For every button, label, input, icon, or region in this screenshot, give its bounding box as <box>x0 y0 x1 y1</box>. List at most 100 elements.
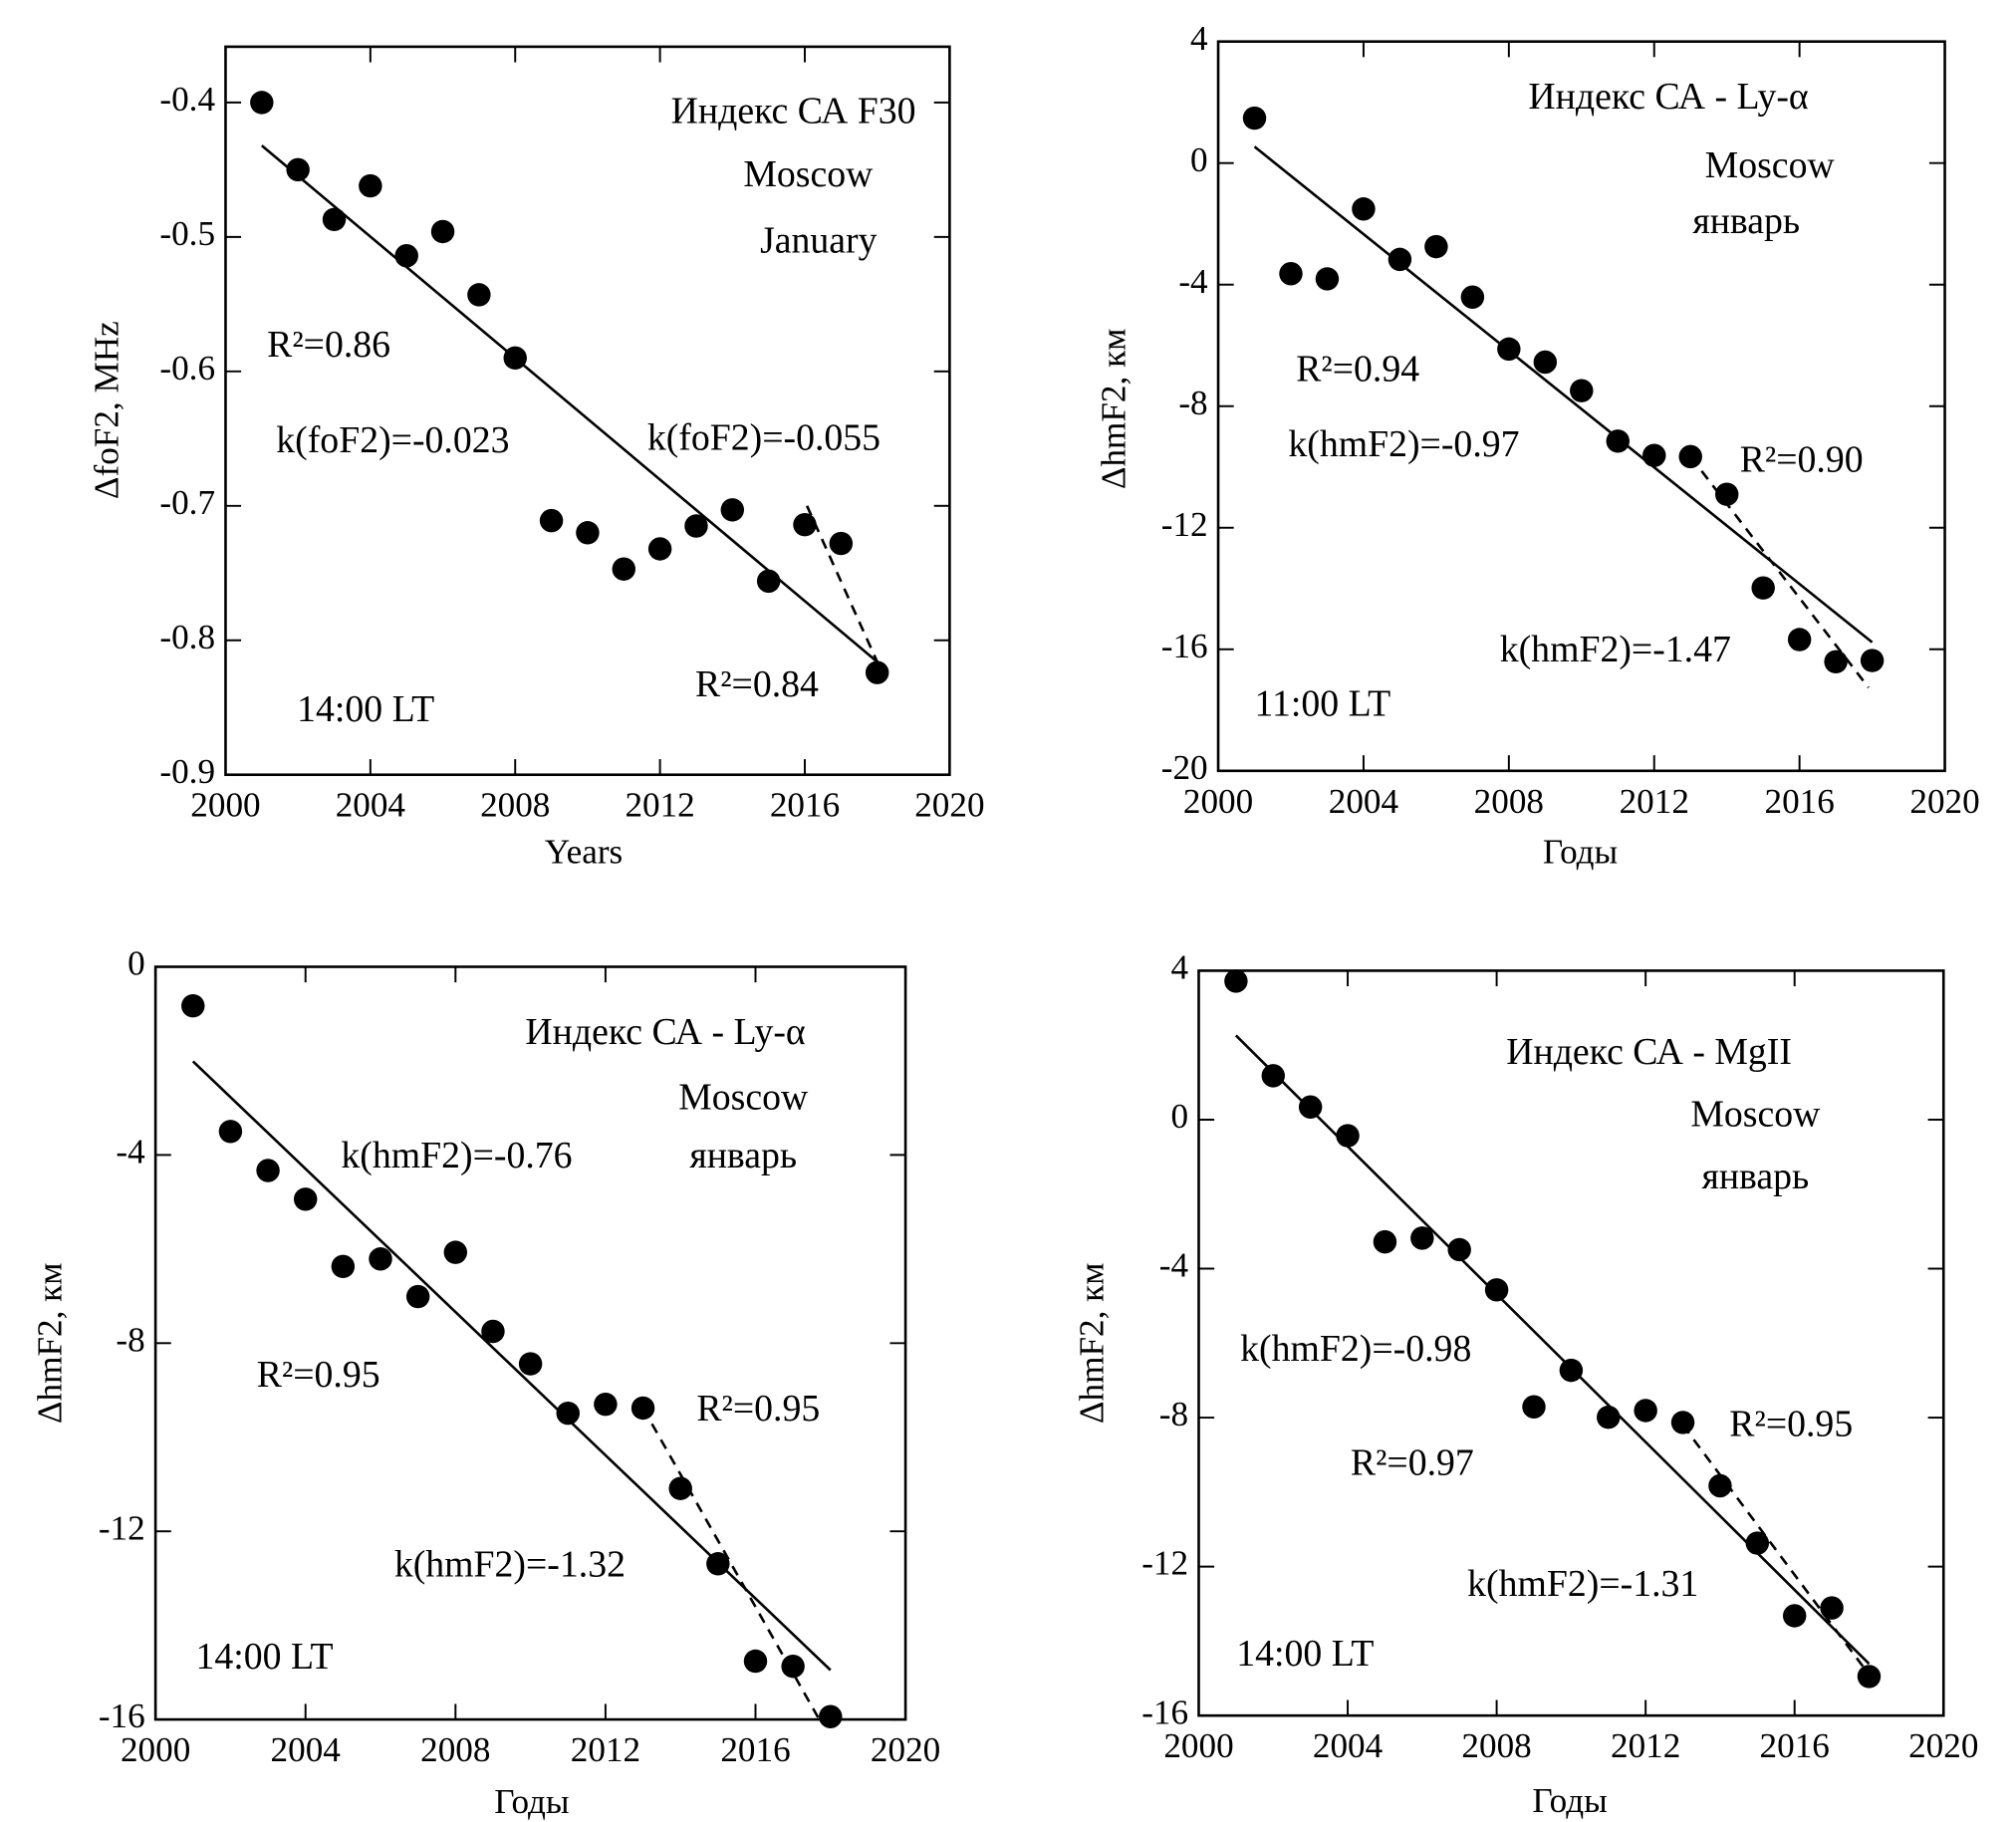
data-point <box>1597 1405 1621 1430</box>
x-axis-label: Years <box>545 833 623 872</box>
data-point <box>1484 1278 1509 1302</box>
data-point <box>743 1649 768 1674</box>
data-point <box>865 660 889 684</box>
x-tick-label: 2012 <box>571 1730 640 1769</box>
annotation: k(hmF2)=-0.98 <box>1240 1328 1471 1370</box>
x-tick-label: 2000 <box>1183 782 1253 821</box>
data-point <box>1570 379 1594 402</box>
data-point <box>1606 429 1630 453</box>
x-tick-label: 2020 <box>1908 1726 1978 1765</box>
y-axis-label: ΔfoF2, MHz <box>88 321 126 499</box>
x-tick-label: 2008 <box>420 1730 490 1769</box>
fit-line <box>1681 1424 1871 1676</box>
y-tick-label: -8 <box>1159 1395 1188 1433</box>
data-point <box>1298 1095 1323 1119</box>
annotation: R²=0.86 <box>267 324 390 366</box>
data-point <box>394 244 418 268</box>
annotation: k(foF2)=-0.023 <box>276 419 509 461</box>
data-point <box>1279 262 1303 286</box>
y-tick-label: -8 <box>116 1320 144 1359</box>
y-tick-label: -0.5 <box>159 214 215 253</box>
x-tick-label: 2012 <box>1620 782 1689 821</box>
y-tick-label: -16 <box>99 1696 145 1735</box>
annotation: k(hmF2)=-1.31 <box>1467 1563 1698 1605</box>
y-tick-label: 4 <box>1170 948 1188 987</box>
annotation: Индекс СА - Ly-α <box>525 1011 805 1053</box>
data-point <box>1824 650 1848 674</box>
data-point <box>181 993 205 1018</box>
annotation: R²=0.95 <box>1729 1404 1853 1445</box>
x-tick-label: 2008 <box>1474 782 1544 821</box>
annotation: R²=0.94 <box>1296 349 1419 390</box>
data-point <box>1820 1596 1844 1620</box>
y-tick-label: -0.8 <box>159 618 215 656</box>
x-tick-label: 2000 <box>190 786 260 825</box>
annotation: январь <box>689 1135 797 1176</box>
data-point <box>793 512 817 537</box>
data-point <box>1522 1395 1546 1419</box>
data-point <box>1242 106 1267 130</box>
data-point <box>1782 1604 1807 1628</box>
data-point <box>1387 247 1412 272</box>
data-point <box>829 531 854 556</box>
annotation: январь <box>1701 1156 1809 1197</box>
annotation: 14:00 LT <box>297 688 434 730</box>
x-tick-label: 2008 <box>480 786 550 825</box>
x-axis-label: Годы <box>1543 833 1618 872</box>
data-point <box>720 498 745 522</box>
x-tick-label: 2012 <box>625 786 694 825</box>
y-axis-label: ΔhmF2, км <box>1072 1263 1111 1425</box>
x-tick-label: 2016 <box>770 786 840 825</box>
y-tick-label: 4 <box>1190 19 1208 58</box>
annotation: 11:00 LT <box>1255 683 1391 725</box>
x-tick-label: 2020 <box>914 786 984 825</box>
annotation: R²=0.95 <box>257 1354 380 1396</box>
data-point <box>1336 1124 1360 1148</box>
data-point <box>322 207 347 232</box>
y-tick-label: 0 <box>1190 140 1208 179</box>
x-tick-label: 2012 <box>1611 1726 1680 1765</box>
x-tick-label: 2016 <box>1760 1726 1830 1765</box>
data-point <box>594 1392 618 1417</box>
data-point <box>668 1476 692 1500</box>
y-tick-label: -12 <box>99 1508 145 1547</box>
x-tick-label: 2004 <box>1313 1726 1384 1765</box>
data-point <box>1860 649 1885 672</box>
data-point <box>331 1254 356 1279</box>
data-point <box>1447 1237 1471 1262</box>
x-tick-label: 2000 <box>121 1730 190 1769</box>
data-point <box>576 521 600 545</box>
data-point <box>430 219 455 244</box>
x-tick-label: 2000 <box>1163 1726 1233 1765</box>
x-tick-label: 2004 <box>1329 782 1399 821</box>
data-point <box>1497 337 1521 362</box>
data-point <box>359 173 382 198</box>
data-point <box>1634 1399 1657 1423</box>
data-point <box>706 1552 730 1576</box>
data-point <box>250 91 274 115</box>
data-point <box>1857 1665 1882 1689</box>
y-tick-label: -4 <box>1159 1246 1189 1285</box>
data-point <box>612 557 635 581</box>
data-point <box>256 1159 280 1182</box>
data-point <box>1559 1358 1584 1383</box>
annotation: Индекс СА - Ly-α <box>1528 76 1808 118</box>
annotation: январь <box>1692 200 1800 242</box>
data-point <box>1708 1473 1732 1498</box>
y-tick-label: -0.6 <box>159 349 215 388</box>
data-point <box>218 1120 243 1144</box>
data-point <box>1642 443 1666 467</box>
data-point <box>1745 1531 1770 1555</box>
annotation: Moscow <box>743 153 874 195</box>
annotation: R²=0.97 <box>1351 1442 1474 1484</box>
data-point <box>503 346 527 371</box>
x-axis-label: Годы <box>1532 1781 1607 1820</box>
data-point <box>481 1319 505 1344</box>
x-tick-label: 2008 <box>1461 1726 1531 1765</box>
y-tick-label: -0.7 <box>159 483 215 522</box>
y-tick-label: -12 <box>1161 505 1208 544</box>
y-tick-label: 0 <box>1170 1097 1188 1136</box>
y-tick-label: -20 <box>1161 748 1208 787</box>
data-point <box>630 1396 655 1421</box>
